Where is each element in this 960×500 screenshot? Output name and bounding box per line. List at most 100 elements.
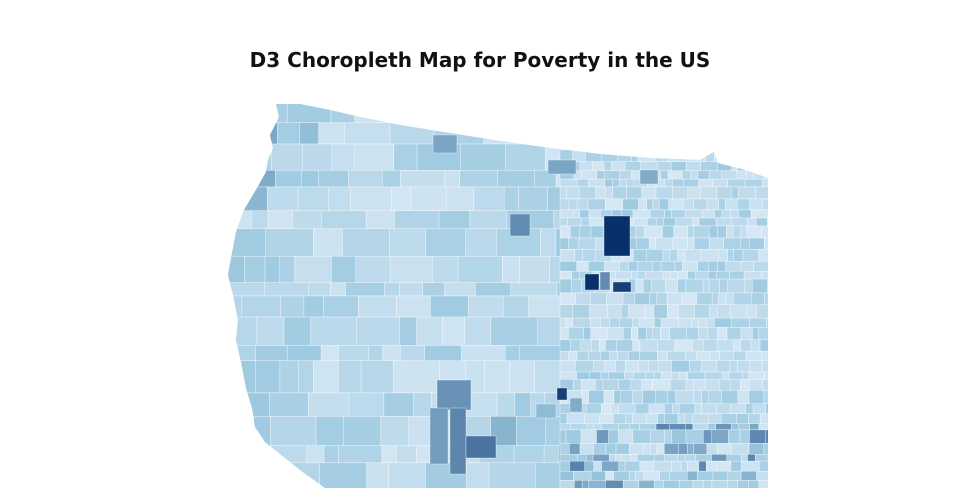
county-region[interactable] [667, 170, 683, 180]
county-region[interactable] [383, 392, 414, 417]
county-region[interactable] [637, 454, 655, 462]
county-region[interactable] [631, 270, 638, 280]
county-region[interactable] [669, 423, 686, 431]
county-region[interactable] [719, 278, 729, 294]
county-region[interactable] [724, 149, 739, 162]
county-region[interactable] [656, 217, 664, 227]
county-region[interactable] [664, 429, 672, 444]
county-region[interactable] [729, 304, 748, 319]
county-region[interactable] [709, 304, 718, 319]
county-region[interactable] [574, 249, 583, 262]
county-region[interactable] [632, 429, 651, 444]
county-region[interactable] [664, 443, 679, 455]
county-region[interactable] [613, 390, 621, 404]
county-region[interactable] [678, 403, 696, 415]
county-region[interactable] [653, 371, 662, 380]
county-region[interactable] [711, 292, 719, 305]
county-region[interactable] [328, 186, 351, 211]
county-region[interactable] [726, 327, 742, 340]
county-region[interactable] [331, 143, 355, 171]
county-region[interactable] [667, 149, 679, 162]
county-region[interactable] [279, 462, 321, 494]
county-region[interactable] [769, 261, 777, 271]
county-region[interactable] [688, 149, 698, 162]
county-region[interactable] [637, 327, 647, 340]
county-region[interactable] [279, 360, 300, 394]
county-region[interactable] [717, 161, 732, 172]
county-region[interactable] [509, 360, 535, 394]
county-region[interactable] [654, 317, 662, 328]
county-region[interactable] [609, 317, 620, 328]
county-region[interactable] [225, 445, 272, 464]
county-region[interactable] [758, 249, 777, 262]
county-region[interactable] [225, 122, 258, 145]
county-region[interactable] [672, 186, 689, 200]
county-region[interactable] [709, 237, 724, 250]
county-region[interactable] [622, 198, 639, 211]
county-region[interactable] [759, 339, 769, 352]
county-region[interactable] [613, 470, 630, 481]
county-region[interactable] [559, 454, 578, 462]
county-region[interactable] [722, 371, 730, 380]
county-region[interactable] [389, 122, 435, 145]
county-region[interactable] [671, 460, 682, 472]
county-region[interactable] [572, 317, 591, 328]
county-region[interactable] [655, 237, 673, 250]
county-region[interactable] [630, 379, 642, 391]
county-region[interactable] [588, 390, 605, 404]
county-region[interactable] [630, 454, 638, 462]
county-region[interactable] [394, 210, 440, 229]
county-region[interactable] [559, 480, 575, 493]
county-region[interactable] [559, 371, 577, 380]
county-region[interactable] [749, 423, 759, 431]
county-region[interactable] [737, 198, 750, 211]
county-region[interactable] [338, 345, 370, 362]
county-region[interactable] [680, 460, 688, 472]
county-region[interactable] [708, 170, 722, 180]
county-region[interactable] [261, 462, 281, 494]
county-region[interactable] [590, 292, 607, 305]
county-region[interactable] [449, 407, 467, 475]
county-region[interactable] [509, 213, 531, 237]
county-region[interactable] [445, 186, 475, 211]
county-region[interactable] [584, 273, 600, 291]
county-region[interactable] [608, 429, 619, 444]
county-region[interactable] [664, 209, 672, 219]
county-region[interactable] [708, 413, 722, 424]
county-region[interactable] [731, 317, 750, 328]
county-region[interactable] [604, 186, 613, 200]
county-region[interactable] [633, 249, 647, 262]
county-region[interactable] [715, 217, 733, 227]
county-region[interactable] [747, 217, 757, 227]
county-region[interactable] [604, 261, 620, 272]
county-region[interactable] [729, 270, 745, 280]
county-region[interactable] [681, 292, 697, 305]
county-region[interactable] [628, 350, 640, 361]
county-region[interactable] [432, 134, 458, 154]
county-region[interactable] [609, 454, 616, 462]
county-region[interactable] [767, 217, 780, 227]
county-region[interactable] [559, 217, 568, 227]
county-region[interactable] [600, 317, 610, 328]
county-region[interactable] [633, 217, 648, 227]
county-region[interactable] [730, 460, 742, 472]
county-region[interactable] [727, 470, 742, 481]
county-region[interactable] [645, 270, 664, 280]
county-region[interactable] [581, 480, 590, 493]
county-region[interactable] [684, 249, 702, 262]
county-region[interactable] [584, 460, 594, 472]
county-region[interactable] [673, 225, 688, 239]
county-region[interactable] [617, 149, 632, 162]
county-region[interactable] [646, 327, 653, 340]
county-region[interactable] [557, 100, 577, 123]
county-region[interactable] [643, 470, 661, 481]
county-region[interactable] [225, 282, 265, 297]
county-region[interactable] [603, 390, 615, 404]
county-region[interactable] [733, 350, 747, 361]
county-region[interactable] [687, 186, 701, 200]
county-region[interactable] [681, 170, 691, 180]
county-region[interactable] [568, 350, 578, 361]
county-region[interactable] [664, 454, 678, 462]
county-region[interactable] [244, 255, 266, 283]
county-region[interactable] [739, 237, 750, 250]
